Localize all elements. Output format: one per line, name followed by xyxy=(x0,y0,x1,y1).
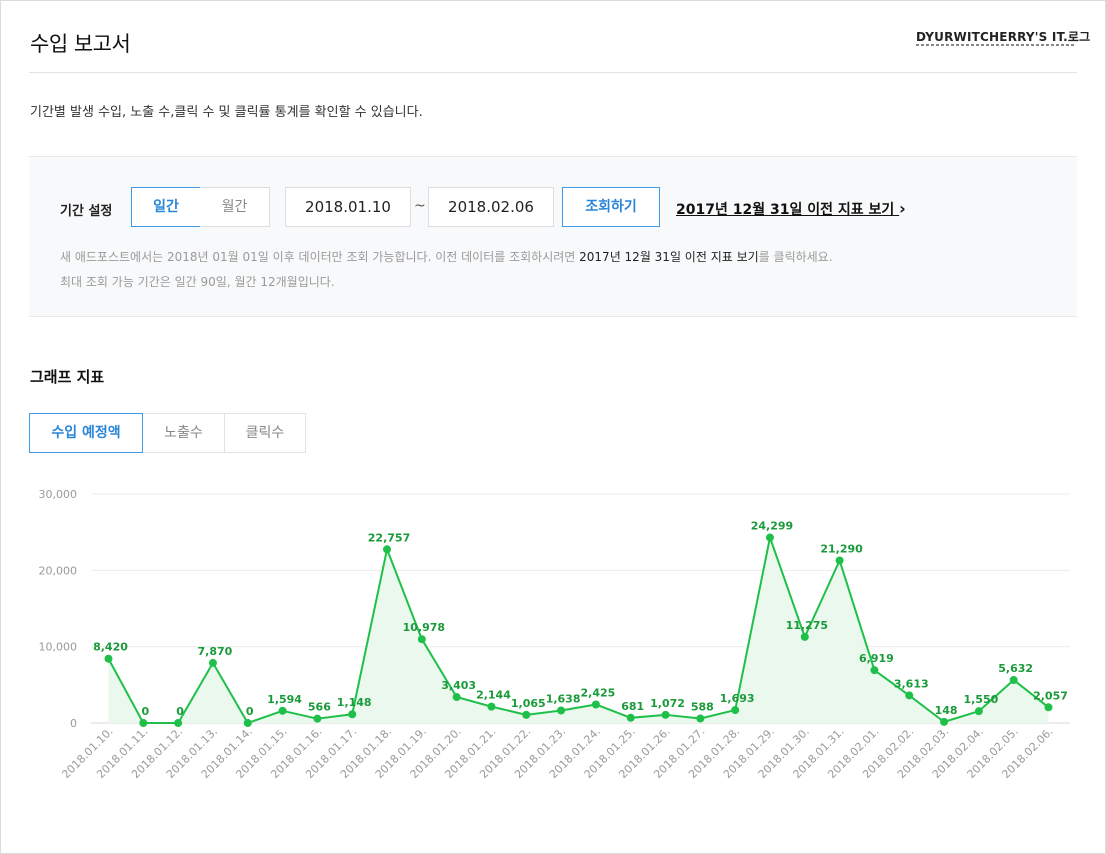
period-monthly-button[interactable]: 월간 xyxy=(200,187,270,227)
data-point[interactable] xyxy=(557,706,566,715)
revenue-line-chart: 0 10,000 20,000 30,000 8,420 0 0 7,870 0 1,594 56… xyxy=(39,488,1070,781)
data-label: 2,144 xyxy=(476,689,511,702)
logo-text: DYURWITCHERRY'S IT.로그 xyxy=(916,30,1091,44)
notice-1-link[interactable]: 2017년 12월 31일 이전 지표 보기 xyxy=(579,250,759,264)
data-point[interactable] xyxy=(417,635,426,644)
data-point[interactable] xyxy=(835,556,844,565)
data-point[interactable] xyxy=(383,545,392,554)
data-point[interactable] xyxy=(765,533,774,542)
data-point[interactable] xyxy=(731,706,740,715)
data-point[interactable] xyxy=(139,719,148,727)
data-point[interactable] xyxy=(800,632,809,641)
search-button[interactable]: 조회하기 xyxy=(562,187,660,227)
data-label: 588 xyxy=(691,701,714,714)
area-fill xyxy=(108,537,1049,723)
data-point[interactable] xyxy=(591,700,600,709)
data-label: 3,403 xyxy=(441,679,476,692)
old-report-link-label: 2017년 12월 31일 이전 지표 보기 xyxy=(676,202,895,218)
data-point[interactable] xyxy=(278,706,287,715)
data-label: 1,072 xyxy=(650,697,685,710)
data-label: 8,420 xyxy=(93,641,128,654)
data-point[interactable] xyxy=(243,719,252,727)
page-description: 기간별 발생 수입, 노출 수,클릭 수 및 클릭률 통계를 확인할 수 있습니… xyxy=(30,105,423,120)
end-date-input[interactable]: 2018.02.06 xyxy=(428,187,554,227)
data-label: 21,290 xyxy=(820,542,863,555)
period-daily-button[interactable]: 일간 xyxy=(131,187,201,227)
data-label: 2,057 xyxy=(1033,689,1068,702)
data-point[interactable] xyxy=(348,710,357,719)
data-point[interactable] xyxy=(870,666,879,675)
data-point[interactable] xyxy=(313,714,322,723)
period-filter-panel: 기간 설정 일간 월간 2018.01.10 ~ 2018.02.06 조회하기… xyxy=(29,156,1077,317)
old-report-link[interactable]: 2017년 12월 31일 이전 지표 보기 › xyxy=(676,199,906,219)
data-label: 0 xyxy=(176,705,184,718)
data-label: 1,148 xyxy=(337,696,372,709)
data-point[interactable] xyxy=(1044,703,1053,712)
data-label: 6,919 xyxy=(859,652,894,665)
data-label: 3,613 xyxy=(894,677,929,690)
y-tick-label: 20,000 xyxy=(39,564,78,577)
data-label: 1,638 xyxy=(546,692,581,705)
data-label: 0 xyxy=(246,705,254,718)
data-point[interactable] xyxy=(940,717,949,726)
data-point[interactable] xyxy=(1009,676,1018,685)
data-point[interactable] xyxy=(905,691,914,700)
data-point[interactable] xyxy=(104,654,113,663)
data-point[interactable] xyxy=(696,714,705,723)
page-title: 수입 보고서 xyxy=(30,32,131,56)
graph-section-title: 그래프 지표 xyxy=(30,368,105,386)
y-tick-label: 10,000 xyxy=(39,641,78,654)
data-label: 1,594 xyxy=(267,693,302,706)
data-label: 148 xyxy=(935,704,958,717)
data-label: 1,550 xyxy=(963,693,998,706)
notice-1-text-b: 를 클릭하세요. xyxy=(758,250,833,264)
data-point[interactable] xyxy=(174,719,183,727)
data-label: 24,299 xyxy=(751,520,793,533)
series-line xyxy=(107,536,1050,724)
data-label: 0 xyxy=(141,705,149,718)
data-label: 2,425 xyxy=(581,686,616,699)
data-point[interactable] xyxy=(522,710,531,719)
data-label: 681 xyxy=(621,700,644,713)
chevron-right-icon: › xyxy=(899,199,906,218)
data-point[interactable] xyxy=(661,710,670,719)
blog-logo: DYURWITCHERRY'S IT.로그 xyxy=(916,28,1091,50)
date-range-separator: ~ xyxy=(414,198,426,214)
data-label: 566 xyxy=(308,701,331,714)
data-point[interactable] xyxy=(452,693,461,702)
data-point[interactable] xyxy=(974,707,983,716)
start-date-input[interactable]: 2018.01.10 xyxy=(285,187,411,227)
notice-1-text-a: 새 애드포스트에서는 2018년 01월 01일 이후 데이터만 조회 가능합니… xyxy=(60,250,580,264)
data-label: 1,065 xyxy=(511,697,546,710)
data-label: 11,275 xyxy=(786,619,828,632)
data-label: 10,978 xyxy=(403,621,445,634)
data-label: 7,870 xyxy=(198,645,233,658)
title-divider xyxy=(29,72,1077,73)
y-tick-label: 0 xyxy=(70,717,77,730)
tab-impressions[interactable]: 노출수 xyxy=(143,413,225,453)
notice-line-2: 최대 조회 가능 기간은 일간 90일, 월간 12개월입니다. xyxy=(60,275,335,289)
data-point[interactable] xyxy=(208,658,217,667)
tab-clicks[interactable]: 클릭수 xyxy=(225,413,306,453)
logo-subline xyxy=(916,44,1076,46)
data-label: 1,693 xyxy=(720,692,755,705)
data-point[interactable] xyxy=(626,713,635,722)
period-setting-label: 기간 설정 xyxy=(60,204,113,219)
data-label: 5,632 xyxy=(998,662,1033,675)
tab-revenue[interactable]: 수입 예정액 xyxy=(29,413,143,453)
data-point[interactable] xyxy=(487,702,496,711)
data-label: 22,757 xyxy=(368,531,410,544)
notice-line-1: 새 애드포스트에서는 2018년 01월 01일 이후 데이터만 조회 가능합니… xyxy=(60,248,833,265)
y-tick-label: 30,000 xyxy=(39,488,78,501)
